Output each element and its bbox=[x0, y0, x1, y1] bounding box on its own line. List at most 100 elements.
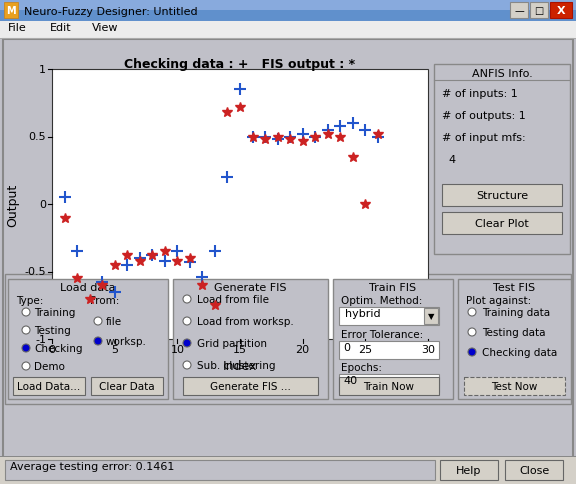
Text: View: View bbox=[92, 23, 119, 33]
Text: Test FIS: Test FIS bbox=[494, 283, 536, 292]
Text: Testing: Testing bbox=[34, 325, 71, 335]
Bar bbox=[91, 377, 163, 395]
Bar bbox=[8, 279, 168, 399]
Text: Generate FIS: Generate FIS bbox=[214, 283, 287, 292]
Bar bbox=[424, 308, 438, 324]
Bar bbox=[173, 279, 328, 399]
Text: Training data: Training data bbox=[482, 307, 550, 318]
Bar bbox=[0, 0, 576, 11]
Text: # of input mfs:: # of input mfs: bbox=[442, 133, 526, 143]
Text: X: X bbox=[556, 6, 565, 16]
Text: Load from file: Load from file bbox=[197, 294, 269, 304]
Circle shape bbox=[468, 308, 476, 317]
Text: 4: 4 bbox=[442, 155, 456, 165]
Bar bbox=[5, 460, 435, 480]
Text: Load from worksp.: Load from worksp. bbox=[197, 317, 294, 326]
Text: —: — bbox=[514, 6, 524, 16]
Text: -0.5: -0.5 bbox=[24, 267, 46, 277]
Bar bbox=[442, 212, 562, 235]
Circle shape bbox=[22, 362, 30, 370]
Text: Sub. clustering: Sub. clustering bbox=[197, 360, 275, 370]
Circle shape bbox=[22, 344, 30, 352]
Text: ANFIS Info.: ANFIS Info. bbox=[472, 69, 532, 79]
Bar bbox=[464, 377, 565, 395]
Circle shape bbox=[468, 348, 476, 356]
Text: worksp.: worksp. bbox=[106, 336, 147, 346]
Circle shape bbox=[183, 361, 191, 369]
Bar bbox=[440, 460, 498, 480]
Text: Index: Index bbox=[223, 359, 257, 372]
Bar bbox=[0, 22, 576, 40]
Text: Help: Help bbox=[456, 465, 482, 475]
Bar bbox=[183, 377, 318, 395]
Bar bbox=[550, 3, 572, 19]
Text: -1: -1 bbox=[35, 334, 46, 344]
Text: file: file bbox=[106, 317, 122, 326]
Bar bbox=[0, 0, 576, 22]
Bar bbox=[3, 40, 573, 459]
Text: Neuro-Fuzzy Designer: Untitled: Neuro-Fuzzy Designer: Untitled bbox=[24, 7, 198, 17]
Text: hybrid: hybrid bbox=[345, 308, 381, 318]
Text: 0.5: 0.5 bbox=[28, 132, 46, 142]
Circle shape bbox=[94, 318, 102, 325]
Circle shape bbox=[22, 326, 30, 334]
Text: # of outputs: 1: # of outputs: 1 bbox=[442, 111, 526, 121]
Bar bbox=[333, 279, 453, 399]
Text: From:: From: bbox=[90, 295, 119, 305]
Bar bbox=[339, 307, 439, 325]
Text: 0: 0 bbox=[48, 344, 55, 354]
Text: 40: 40 bbox=[343, 375, 357, 385]
Text: 0: 0 bbox=[39, 199, 46, 210]
Text: Checking: Checking bbox=[34, 343, 82, 353]
Text: ▼: ▼ bbox=[428, 312, 434, 321]
Text: File: File bbox=[8, 23, 26, 33]
Bar bbox=[0, 456, 576, 457]
Circle shape bbox=[94, 337, 102, 345]
Text: Train Now: Train Now bbox=[363, 381, 415, 391]
Bar bbox=[52, 70, 428, 339]
Bar bbox=[339, 377, 439, 395]
Text: Error Tolerance:: Error Tolerance: bbox=[341, 329, 423, 339]
Text: Output: Output bbox=[6, 183, 20, 226]
Text: Checking data : +   FIS output : *: Checking data : + FIS output : * bbox=[124, 58, 355, 71]
Circle shape bbox=[183, 339, 191, 348]
Text: 15: 15 bbox=[233, 344, 247, 354]
Text: Grid partition: Grid partition bbox=[197, 338, 267, 348]
Bar bbox=[339, 341, 439, 359]
Text: 1: 1 bbox=[39, 65, 46, 75]
Text: Plot against:: Plot against: bbox=[466, 295, 531, 305]
Text: 20: 20 bbox=[295, 344, 310, 354]
Text: Edit: Edit bbox=[50, 23, 71, 33]
Text: Epochs:: Epochs: bbox=[341, 362, 382, 372]
Text: Clear Plot: Clear Plot bbox=[475, 219, 529, 228]
Bar bbox=[4, 3, 18, 19]
Bar bbox=[458, 279, 571, 399]
Text: Testing data: Testing data bbox=[482, 327, 545, 337]
Text: 0: 0 bbox=[343, 342, 350, 352]
Bar bbox=[0, 39, 576, 40]
Text: Training: Training bbox=[34, 307, 75, 318]
Text: Demo: Demo bbox=[34, 361, 65, 371]
Text: Clear Data: Clear Data bbox=[99, 381, 155, 391]
Text: Average testing error: 0.1461: Average testing error: 0.1461 bbox=[10, 461, 175, 471]
Text: □: □ bbox=[535, 6, 544, 16]
Text: Optim. Method:: Optim. Method: bbox=[341, 295, 422, 305]
Text: 5: 5 bbox=[111, 344, 118, 354]
Text: Train FIS: Train FIS bbox=[369, 283, 416, 292]
Text: Generate FIS ...: Generate FIS ... bbox=[210, 381, 291, 391]
Text: Type:: Type: bbox=[16, 295, 43, 305]
Circle shape bbox=[22, 308, 30, 317]
Text: Load data: Load data bbox=[60, 283, 116, 292]
Text: 10: 10 bbox=[170, 344, 184, 354]
Circle shape bbox=[183, 318, 191, 325]
Bar bbox=[434, 65, 570, 255]
Bar bbox=[442, 184, 562, 207]
Text: Structure: Structure bbox=[476, 191, 528, 200]
Bar bbox=[13, 377, 85, 395]
Bar bbox=[0, 456, 576, 484]
Text: 25: 25 bbox=[358, 344, 373, 354]
Bar bbox=[510, 3, 528, 19]
Text: Close: Close bbox=[519, 465, 549, 475]
Text: M: M bbox=[6, 6, 16, 16]
Bar bbox=[339, 374, 439, 392]
